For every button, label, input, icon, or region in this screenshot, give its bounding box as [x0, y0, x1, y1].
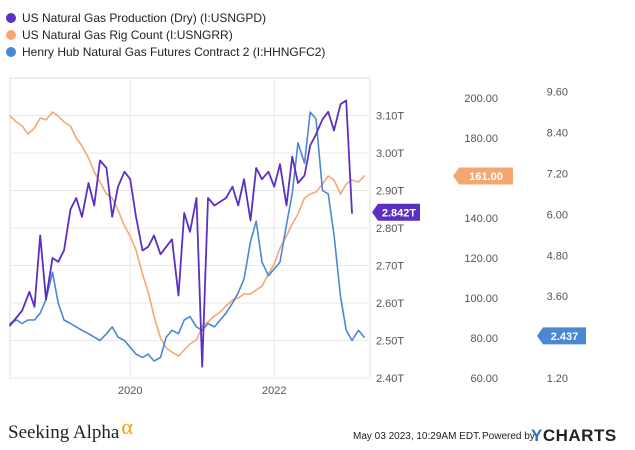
legend-production-label: US Natural Gas Production (Dry) (I:USNGP…: [22, 10, 267, 25]
henry-hub-line: [9, 111, 365, 362]
rig-count-line: [9, 111, 365, 357]
rig-count-last-value-tag: [453, 167, 513, 185]
henry-hub-tick-label: 1.20: [547, 373, 568, 385]
rig-count-last-value-text: 161.00: [469, 171, 503, 183]
ycharts-logo[interactable]: YCHARTS: [531, 426, 617, 446]
x-tick-label: 2022: [262, 385, 286, 397]
legend-rig-count-dot-icon: [6, 29, 16, 40]
henry-hub-tick-label: 9.60: [547, 87, 568, 99]
legend-item-rig-count[interactable]: US Natural Gas Rig Count (I:USNGRR): [6, 26, 325, 43]
henry-hub-axis: 1.202.403.604.806.007.208.409.60: [547, 87, 568, 385]
henry-hub-tick-label: 4.80: [547, 250, 568, 262]
last-value-labels: 2.842T 161.00 2.437: [372, 167, 586, 345]
production-tick-label: 3.10T: [376, 111, 404, 123]
production-line: [9, 99, 353, 368]
production-tick-label: 2.40T: [376, 373, 404, 385]
legend-rig-count-label: US Natural Gas Rig Count (I:USNGRR): [22, 27, 233, 42]
powered-by-label: Powered by: [482, 431, 535, 442]
production-axis: 2.40T 2.50T 2.60T 2.70T 2.80T 2.90T 3.00T 3.10T: [376, 111, 404, 386]
chart-legend: US Natural Gas Production (Dry) (I:USNGP…: [6, 9, 325, 60]
chart-timestamp: May 03 2023, 10:29AM EDT.: [353, 431, 481, 442]
rig-count-tick-label: 140.00: [464, 213, 498, 225]
alpha-icon: α: [121, 414, 133, 439]
henry-hub-last-value-text: 2.437: [551, 331, 579, 343]
legend-henry-hub-label: Henry Hub Natural Gas Futures Contract 2…: [22, 44, 326, 59]
ycharts-wordmark: CHARTS: [542, 426, 617, 445]
rig-count-axis: 60.0080.00100.00120.00140.00160.00180.00…: [464, 93, 498, 385]
rig-count-tick-label: 120.00: [464, 253, 498, 265]
henry-hub-tick-label: 6.00: [547, 209, 568, 221]
henry-hub-tick-label: 3.60: [547, 291, 568, 303]
series-lines: [9, 99, 365, 368]
x-tick-label: 2020: [118, 385, 142, 397]
legend-production-dot-icon: [6, 12, 16, 23]
legend-henry-hub-dot-icon: [6, 46, 16, 57]
brand-name: Seeking Alpha: [8, 422, 120, 443]
production-tick-label: 2.50T: [376, 336, 404, 348]
ycharts-y-mark: Y: [531, 426, 543, 445]
production-last-value-tag: [372, 203, 420, 221]
legend-item-henry-hub[interactable]: Henry Hub Natural Gas Futures Contract 2…: [6, 43, 325, 60]
rig-count-tick-label: 60.00: [470, 373, 498, 385]
henry-hub-tick-label: 8.40: [547, 128, 568, 140]
rig-count-tick-label: 100.00: [464, 293, 498, 305]
rig-count-tick-label: 180.00: [464, 133, 498, 145]
x-axis-ticks: 2020 2022: [118, 385, 286, 397]
production-last-value-text: 2.842T: [382, 207, 417, 219]
rig-count-tick-label: 80.00: [470, 333, 498, 345]
seeking-alpha-logo[interactable]: Seeking Alphaα: [8, 414, 133, 444]
production-tick-label: 2.80T: [376, 223, 404, 235]
rig-count-tick-label: 200.00: [464, 93, 498, 105]
grid-lines: [10, 78, 370, 379]
production-tick-label: 2.90T: [376, 186, 404, 198]
production-tick-label: 2.60T: [376, 298, 404, 310]
henry-hub-tick-label: 7.20: [547, 168, 568, 180]
production-tick-label: 2.70T: [376, 261, 404, 273]
legend-item-production[interactable]: US Natural Gas Production (Dry) (I:USNGP…: [6, 9, 325, 26]
production-tick-label: 3.00T: [376, 148, 404, 160]
henry-hub-last-value-tag: [537, 327, 586, 345]
